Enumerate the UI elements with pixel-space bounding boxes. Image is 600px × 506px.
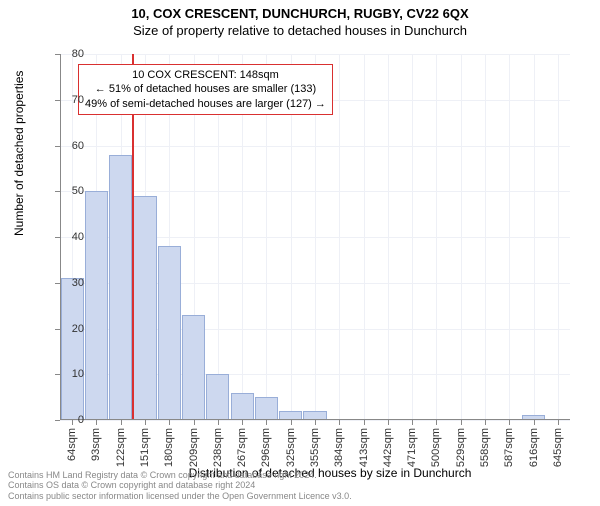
xtick-label: 413sqm: [358, 428, 370, 467]
gridline-vertical: [509, 54, 510, 420]
xtick-mark: [169, 420, 170, 425]
xtick-label: 209sqm: [188, 428, 200, 467]
xtick-label: 442sqm: [382, 428, 394, 467]
ytick-label: 40: [54, 231, 84, 243]
xtick-label: 616sqm: [528, 428, 540, 467]
xtick-label: 384sqm: [333, 428, 345, 467]
xtick-label: 558sqm: [479, 428, 491, 467]
ytick-label: 60: [54, 140, 84, 152]
chart-plot-area: 10 COX CRESCENT: 148sqm← 51% of detached…: [60, 54, 570, 420]
ytick-label: 50: [54, 185, 84, 197]
annotation-box: 10 COX CRESCENT: 148sqm← 51% of detached…: [78, 64, 333, 115]
xtick-mark: [145, 420, 146, 425]
histogram-bar: [133, 196, 156, 420]
gridline-vertical: [534, 54, 535, 420]
gridline-vertical: [461, 54, 462, 420]
xtick-label: 325sqm: [285, 428, 297, 467]
xtick-label: 296sqm: [260, 428, 272, 467]
ytick-label: 20: [54, 323, 84, 335]
xtick-label: 267sqm: [236, 428, 248, 467]
xtick-mark: [558, 420, 559, 425]
ytick-label: 30: [54, 277, 84, 289]
gridline-vertical: [558, 54, 559, 420]
xtick-mark: [364, 420, 365, 425]
xtick-mark: [534, 420, 535, 425]
histogram-bar: [182, 315, 205, 420]
y-axis-label: Number of detached properties: [12, 71, 26, 236]
xtick-label: 529sqm: [455, 428, 467, 467]
footer-line: Contains OS data © Crown copyright and d…: [8, 480, 352, 491]
chart-subtitle: Size of property relative to detached ho…: [0, 23, 600, 38]
gridline-vertical: [388, 54, 389, 420]
xtick-mark: [121, 420, 122, 425]
footer-line: Contains public sector information licen…: [8, 491, 352, 502]
xtick-label: 180sqm: [163, 428, 175, 467]
gridline-vertical: [412, 54, 413, 420]
histogram-bar: [61, 278, 84, 420]
xtick-mark: [194, 420, 195, 425]
histogram-bar: [231, 393, 254, 420]
xtick-label: 64sqm: [66, 428, 78, 461]
xtick-mark: [266, 420, 267, 425]
xtick-mark: [218, 420, 219, 425]
chart-title-address: 10, COX CRESCENT, DUNCHURCH, RUGBY, CV22…: [0, 6, 600, 21]
annotation-line: 10 COX CRESCENT: 148sqm: [85, 68, 326, 82]
xtick-mark: [315, 420, 316, 425]
xtick-label: 238sqm: [212, 428, 224, 467]
xtick-label: 645sqm: [552, 428, 564, 467]
xtick-label: 93sqm: [90, 428, 102, 461]
histogram-bar: [158, 246, 181, 420]
annotation-line: 49% of semi-detached houses are larger (…: [85, 97, 326, 111]
footer-attribution: Contains HM Land Registry data © Crown c…: [8, 470, 352, 502]
footer-line: Contains HM Land Registry data © Crown c…: [8, 470, 352, 481]
xtick-label: 500sqm: [430, 428, 442, 467]
gridline-vertical: [485, 54, 486, 420]
gridline-vertical: [436, 54, 437, 420]
histogram-bar: [206, 374, 229, 420]
xtick-mark: [485, 420, 486, 425]
xtick-label: 355sqm: [309, 428, 321, 467]
xtick-mark: [291, 420, 292, 425]
xtick-mark: [509, 420, 510, 425]
gridline-vertical: [339, 54, 340, 420]
histogram-bar: [255, 397, 278, 420]
x-axis-line: [60, 419, 570, 420]
histogram-bar: [109, 155, 132, 420]
ytick-label: 0: [54, 414, 84, 426]
xtick-mark: [388, 420, 389, 425]
xtick-label: 151sqm: [139, 428, 151, 467]
gridline-vertical: [364, 54, 365, 420]
xtick-mark: [96, 420, 97, 425]
xtick-mark: [436, 420, 437, 425]
xtick-mark: [242, 420, 243, 425]
xtick-label: 471sqm: [406, 428, 418, 467]
annotation-line: ← 51% of detached houses are smaller (13…: [85, 82, 326, 96]
xtick-mark: [339, 420, 340, 425]
ytick-label: 10: [54, 368, 84, 380]
histogram-bar: [85, 191, 108, 420]
ytick-label: 70: [54, 94, 84, 106]
ytick-label: 80: [54, 48, 84, 60]
xtick-mark: [412, 420, 413, 425]
xtick-label: 122sqm: [115, 428, 127, 467]
xtick-mark: [461, 420, 462, 425]
xtick-label: 587sqm: [503, 428, 515, 467]
